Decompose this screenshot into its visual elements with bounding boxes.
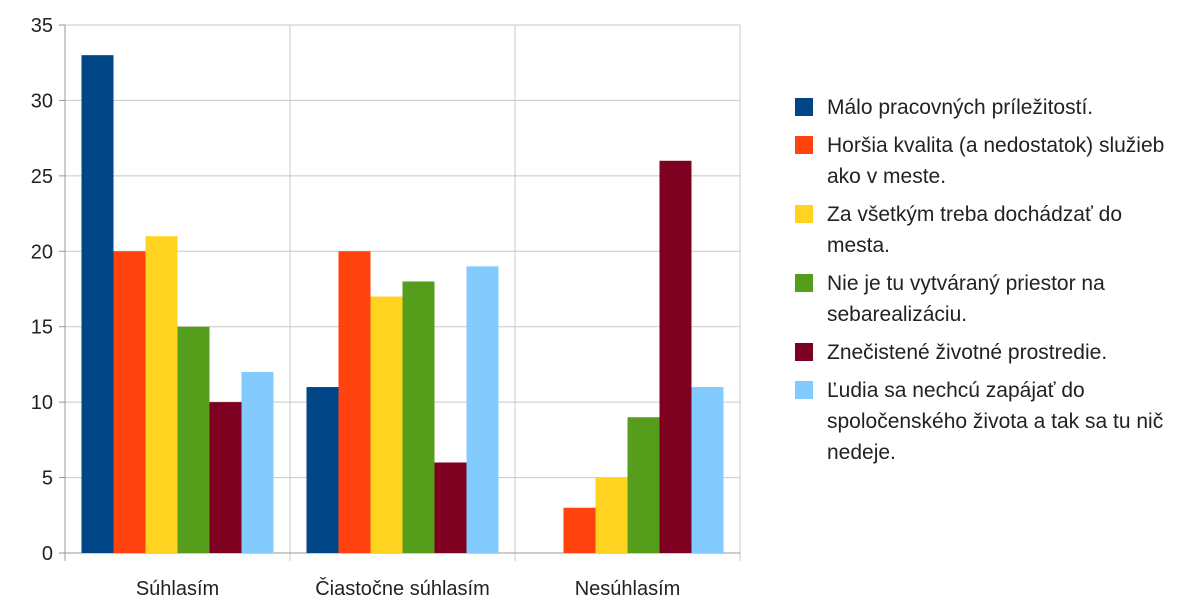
- bar: [113, 251, 146, 554]
- bar: [177, 326, 210, 553]
- bar: [434, 462, 467, 553]
- y-tick-label: 15: [31, 317, 53, 339]
- legend-item: Znečistené životné prostredie.: [795, 337, 1190, 368]
- bar: [306, 387, 339, 553]
- legend-item: Horšia kvalita (a nedostatok) služieb ak…: [795, 130, 1190, 192]
- bar: [691, 387, 724, 553]
- y-tick-label: 10: [31, 392, 53, 414]
- legend-swatch: [795, 205, 813, 223]
- legend: Málo pracovných príležitostí. Horšia kval…: [795, 92, 1190, 475]
- x-tick-label: Čiastočne súhlasím: [315, 577, 490, 600]
- bar: [81, 55, 114, 554]
- x-tick-label: Nesúhlasím: [575, 578, 681, 600]
- y-tick-label: 35: [31, 15, 53, 37]
- legend-swatch: [795, 274, 813, 292]
- x-tick-label: Súhlasím: [136, 578, 219, 600]
- bar: [466, 266, 499, 553]
- legend-label: Nie je tu vytváraný priestor na sebareal…: [827, 272, 1105, 326]
- legend-item: Za všetkým treba dochádzať do mesta.: [795, 199, 1190, 261]
- bar: [402, 281, 435, 553]
- legend-item: Málo pracovných príležitostí.: [795, 92, 1190, 123]
- bar: [595, 477, 628, 553]
- bar: [659, 160, 692, 553]
- bar: [627, 417, 660, 553]
- legend-item: Nie je tu vytváraný priestor na sebareal…: [795, 268, 1190, 330]
- legend-swatch: [795, 343, 813, 361]
- legend-swatch: [795, 136, 813, 154]
- y-tick-label: 30: [31, 90, 53, 112]
- legend-swatch: [795, 98, 813, 116]
- y-tick-label: 20: [31, 241, 53, 263]
- bar: [338, 251, 371, 554]
- y-tick-label: 0: [42, 543, 53, 565]
- bar: [370, 296, 403, 553]
- y-tick-label: 25: [31, 166, 53, 188]
- legend-label: Málo pracovných príležitostí.: [827, 96, 1094, 119]
- legend-item: Ľudia sa nechcú zapájať do spoločenského…: [795, 375, 1190, 468]
- legend-label: Ľudia sa nechcú zapájať do spoločenského…: [827, 379, 1164, 464]
- legend-swatch: [795, 381, 813, 399]
- chart: 0 5 10 15 20 25 30 35 Súhlasím Čiastočne súhlasím…: [31, 15, 741, 600]
- bar: [563, 507, 596, 553]
- legend-label: Za všetkým treba dochádzať do mesta.: [827, 203, 1123, 257]
- y-tick-label: 5: [42, 468, 53, 490]
- bar: [145, 236, 178, 553]
- bar: [241, 371, 274, 553]
- legend-label: Horšia kvalita (a nedostatok) služieb ak…: [827, 134, 1165, 188]
- bar: [209, 402, 242, 553]
- legend-label: Znečistené životné prostredie.: [827, 341, 1108, 364]
